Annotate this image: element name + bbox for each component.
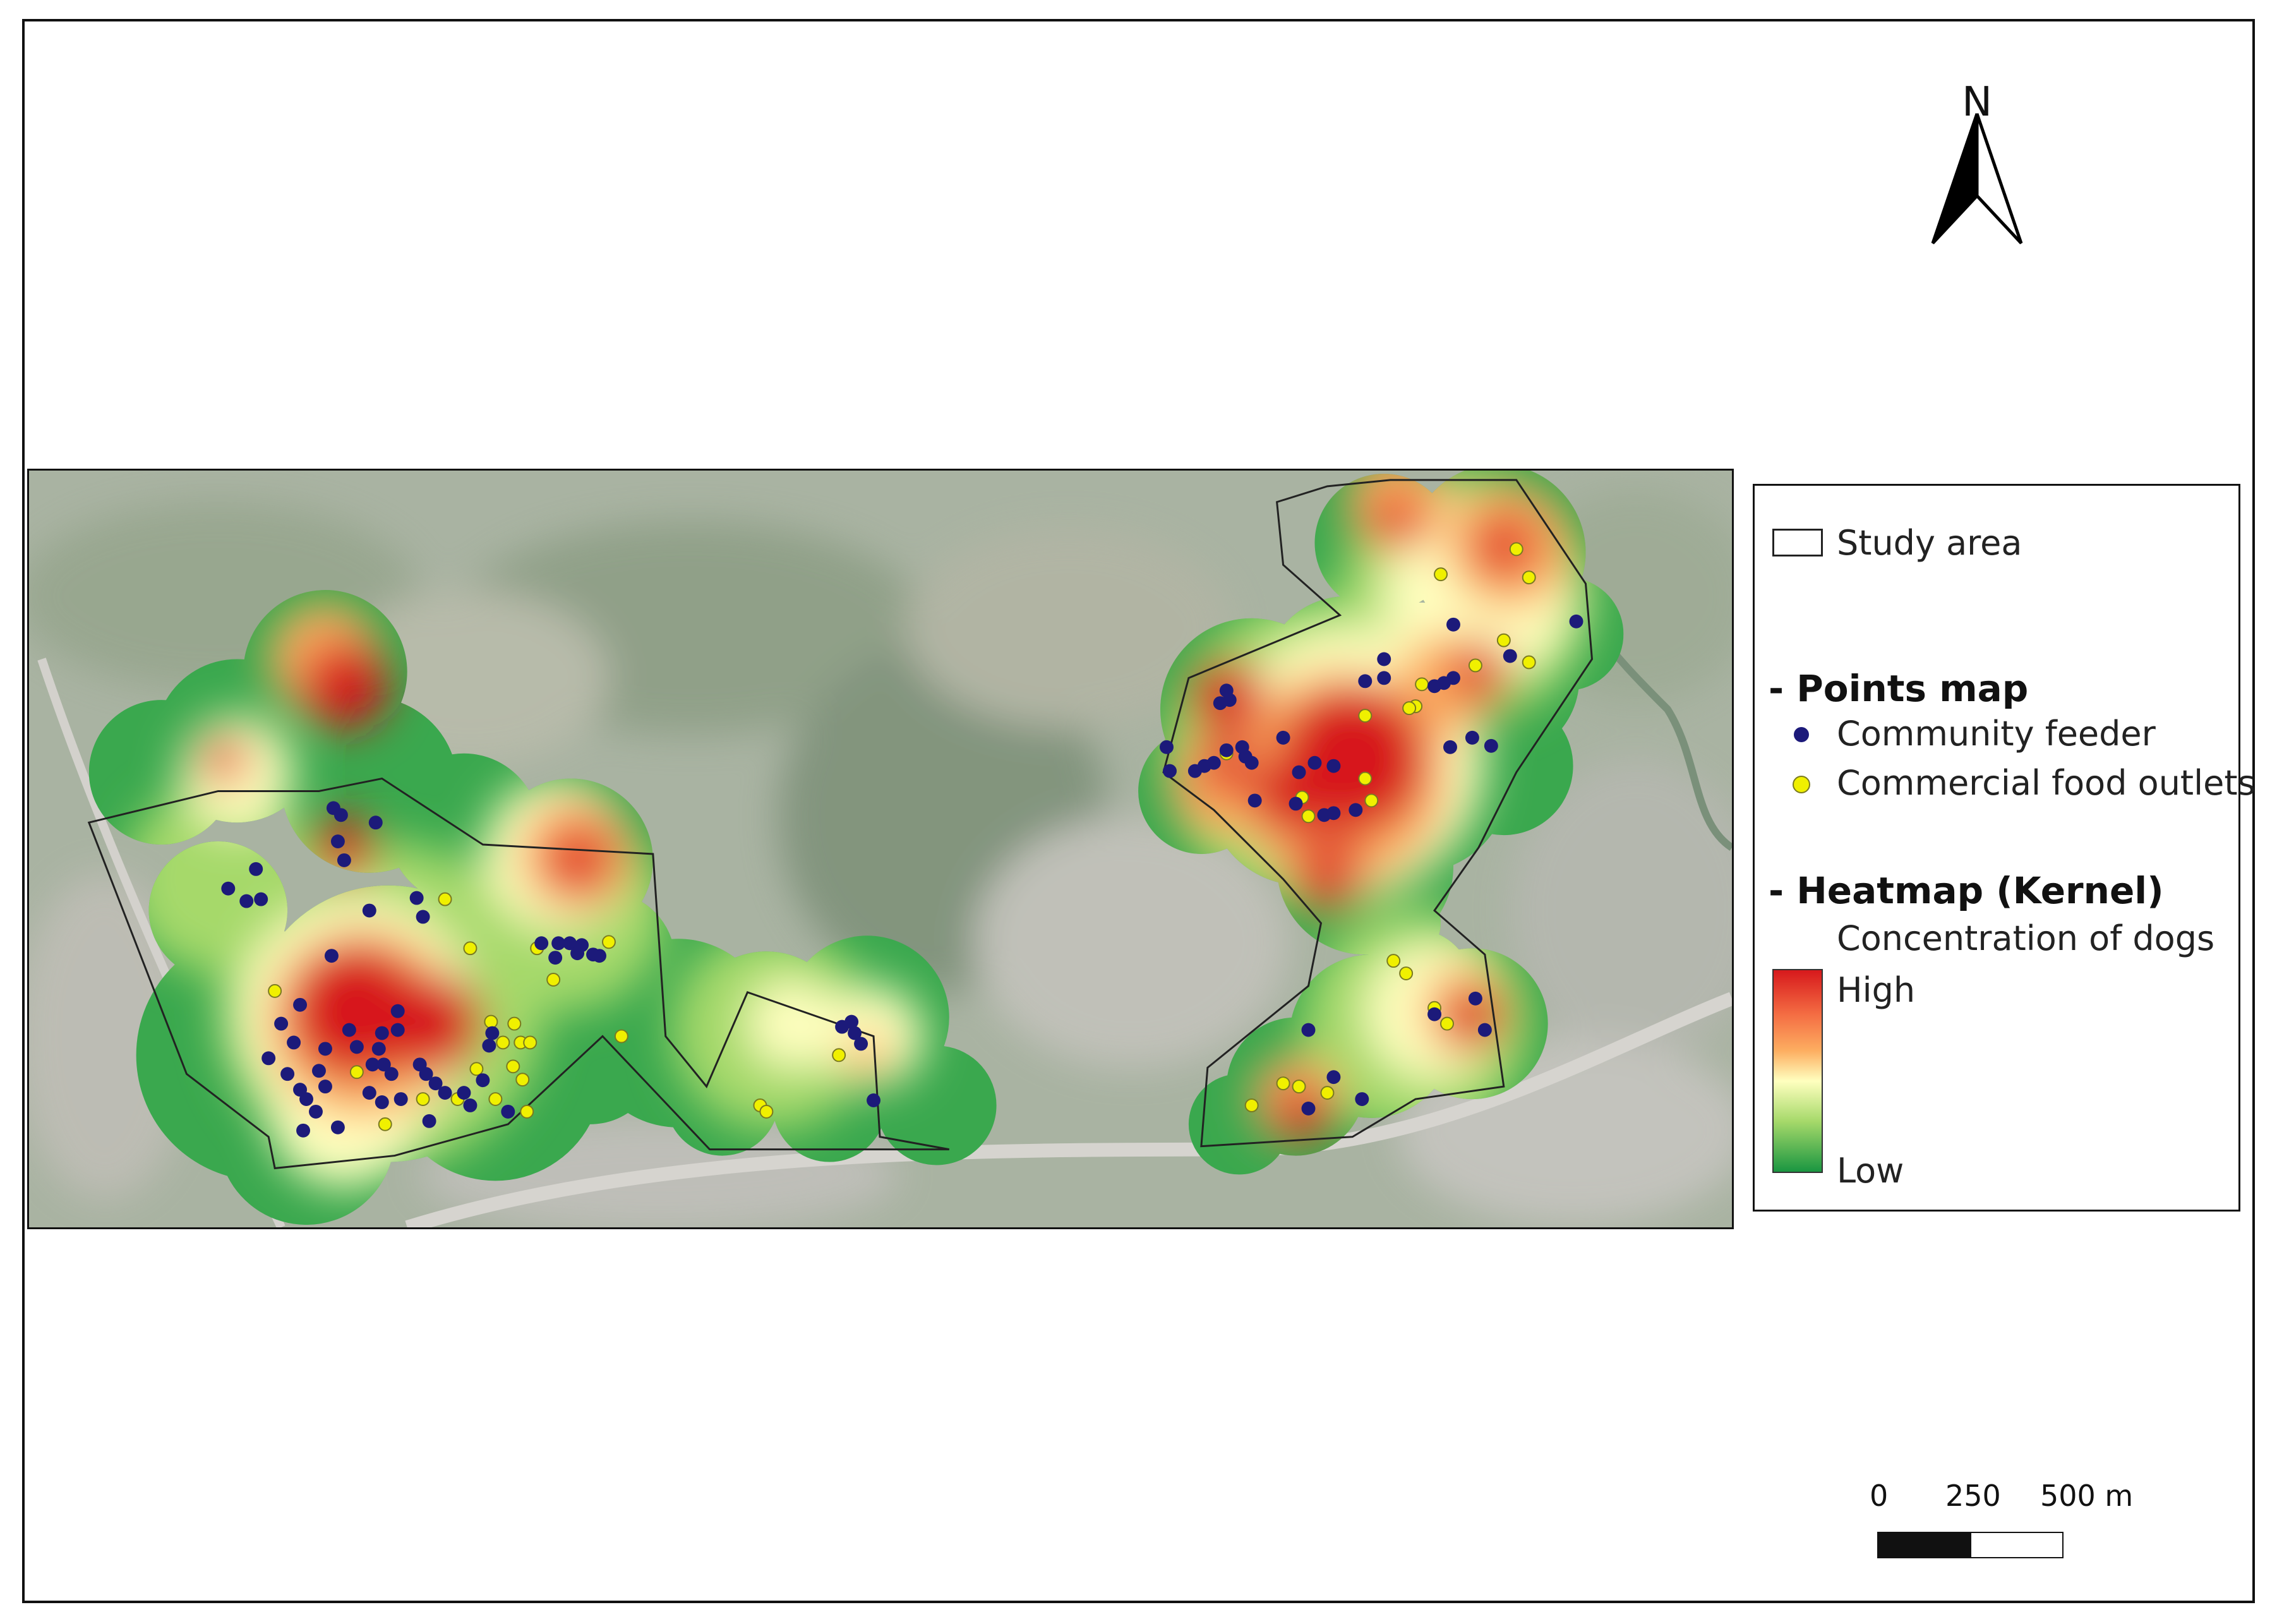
north-arrow-icon [1931,113,2023,244]
legend-heatmap-subtitle: Concentration of dogs [1837,918,2215,958]
feeder-marker-icon [1794,727,1809,742]
map-legend: Study area - Points map Community feeder… [1753,484,2256,1212]
map-frame [22,19,2255,1603]
scale-tick-0: 0 [1870,1479,1889,1513]
study-area-swatch [1772,529,1823,556]
scale-segment-black [1877,1532,1970,1558]
map-canvas[interactable] [29,471,1732,1227]
map-panel[interactable] [27,469,1734,1229]
legend-low-label: Low [1837,1151,1904,1191]
community-feeders [221,614,1583,1138]
north-arrow: N [1920,82,2034,253]
legend-points-heading: - Points map [1769,667,2029,710]
legend-feeder-label: Community feeder [1837,714,2156,754]
scale-bar: 0 250 500 m [1851,1479,2133,1563]
scale-segment-white [1970,1532,2064,1558]
scale-tick-500: 500 m [2040,1479,2134,1513]
outlet-marker-icon [1793,776,1810,793]
legend-high-label: High [1837,970,1916,1010]
scale-tick-250: 250 [1945,1479,2001,1513]
legend-study-area: Study area [1837,523,2022,563]
study-area-boundaries [87,479,1594,1170]
heatmap-color-ramp [1772,969,1823,1173]
commercial-food-outlets [268,542,1536,1131]
legend-outlet-label: Commercial food outlets [1837,763,2256,803]
legend-heatmap-heading: - Heatmap (Kernel) [1769,869,2164,912]
